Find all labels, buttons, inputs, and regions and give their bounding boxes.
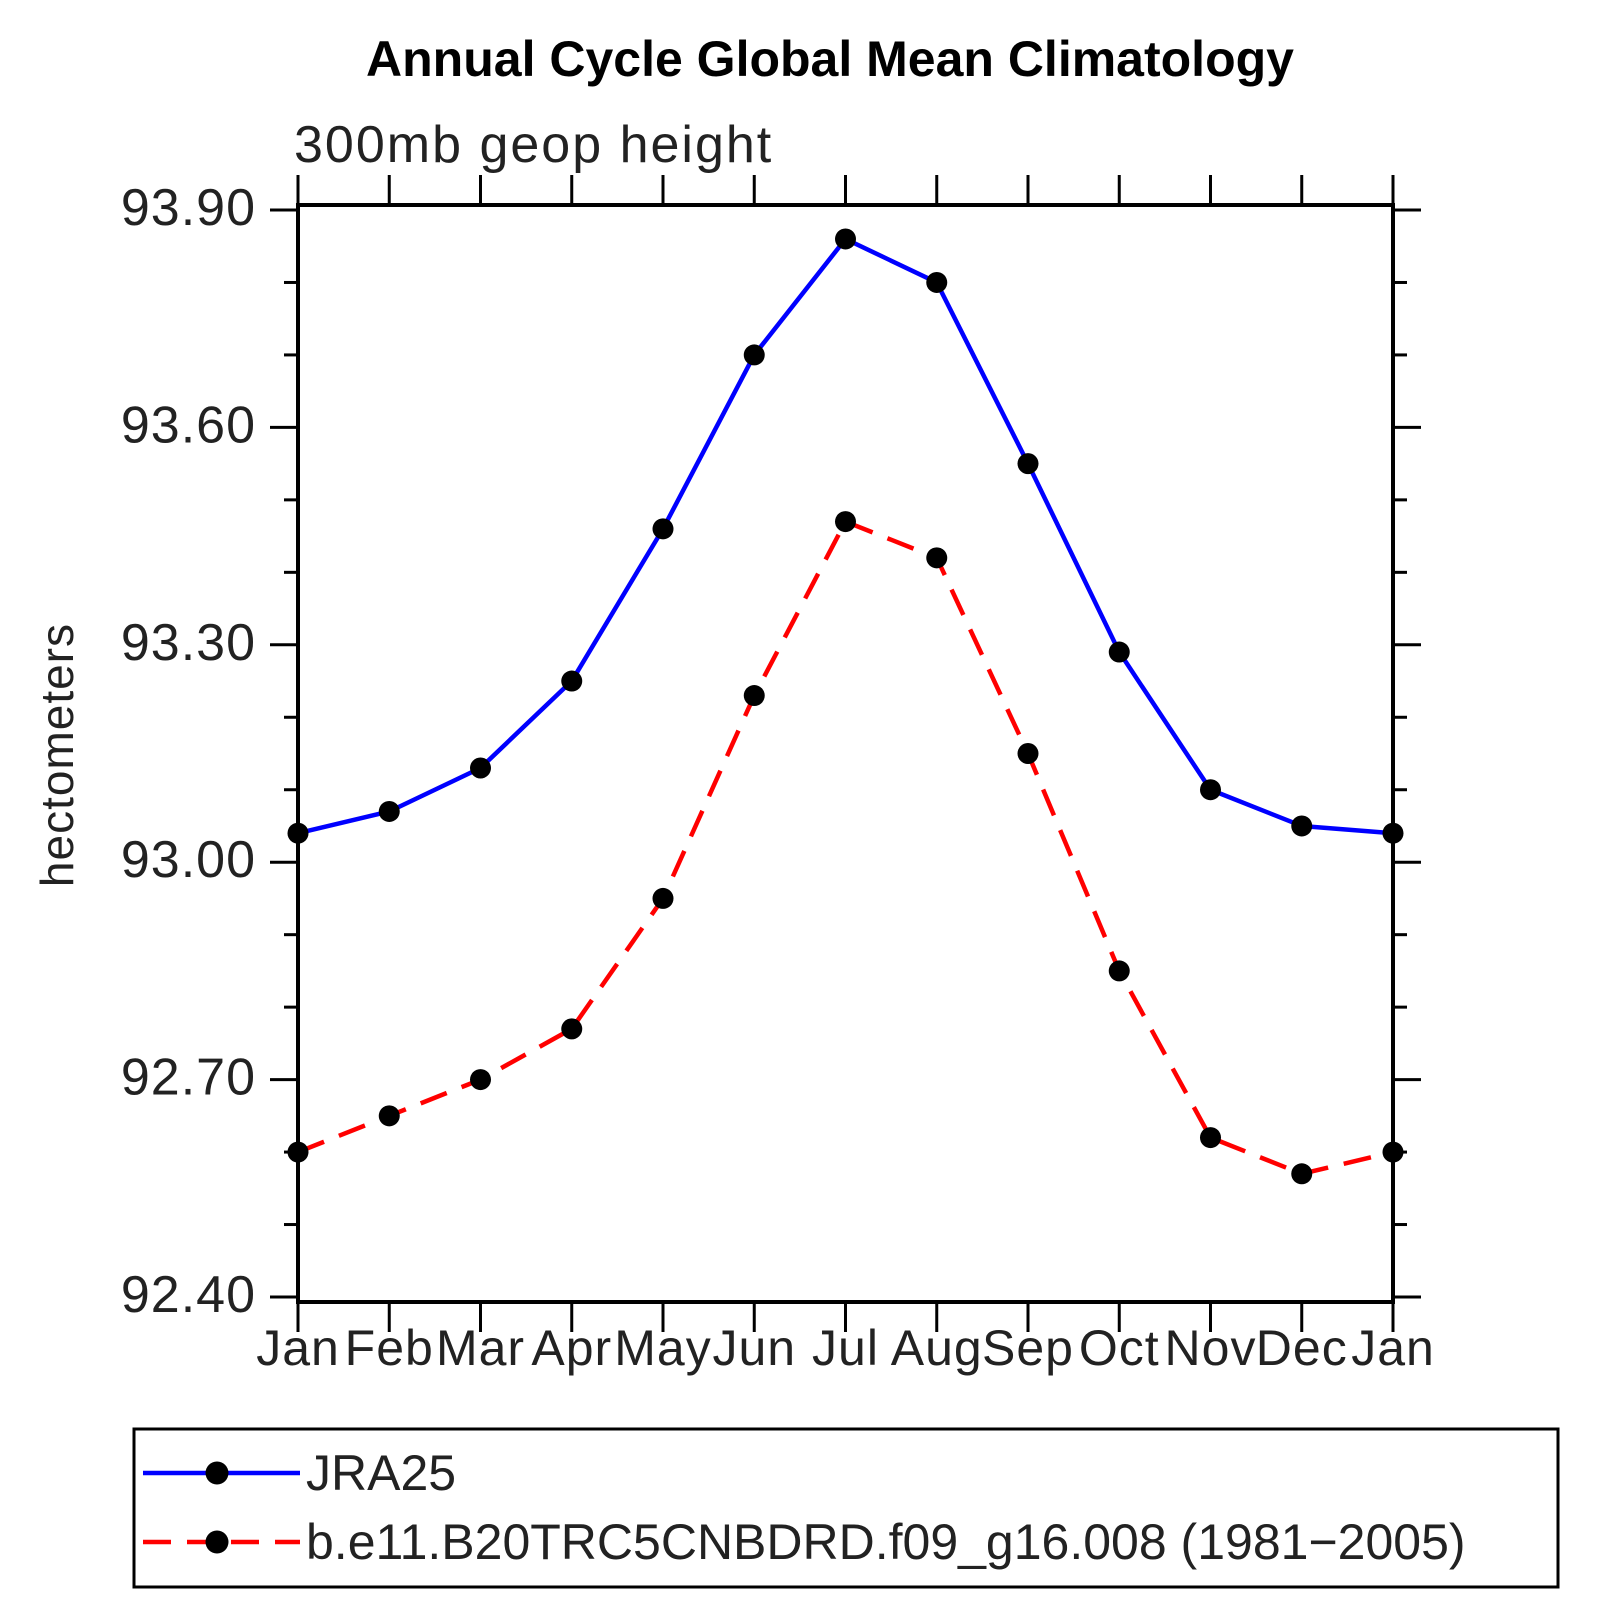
x-tick-label: Jun	[712, 1320, 796, 1376]
data-point-0-2	[470, 757, 491, 779]
data-point-0-11	[1291, 815, 1313, 837]
data-point-1-2	[470, 1069, 491, 1091]
data-point-0-4	[652, 518, 674, 540]
x-tick-label: Jan	[256, 1320, 340, 1376]
x-tick-label: Sep	[982, 1320, 1074, 1376]
series-line-0	[297, 236, 1394, 836]
data-point-1-6	[835, 511, 856, 533]
data-point-0-1	[378, 800, 400, 822]
legend-marker-0	[205, 1461, 229, 1485]
x-tick-label: May	[614, 1320, 711, 1376]
data-point-1-3	[561, 1018, 583, 1040]
legend-box	[132, 1427, 1560, 1589]
x-tick-label: Jan	[1351, 1320, 1435, 1376]
plot-frame	[296, 203, 1395, 1304]
data-point-1-0	[287, 1141, 309, 1163]
y-tick-label: 93.90	[121, 179, 256, 237]
data-point-1-10	[1200, 1127, 1221, 1149]
data-point-0-12	[1382, 822, 1404, 844]
data-point-0-3	[561, 670, 583, 692]
data-point-1-5	[743, 685, 765, 707]
legend: JRA25 b.e11.B20TRC5CNBDRD.f09_g16.008 (1…	[132, 1427, 1560, 1589]
x-tick-label: Oct	[1079, 1320, 1160, 1376]
data-point-0-6	[835, 228, 856, 250]
page-title: Annual Cycle Global Mean Climatology	[366, 31, 1294, 87]
y-tick-label: 93.60	[121, 396, 256, 454]
x-tick-label: Feb	[345, 1320, 434, 1376]
data-point-0-7	[926, 271, 948, 293]
data-point-0-9	[1108, 641, 1130, 663]
data-point-1-7	[926, 547, 948, 569]
data-point-1-8	[1017, 743, 1039, 764]
data-point-0-0	[287, 822, 309, 844]
data-point-0-10	[1200, 779, 1221, 801]
data-point-1-12	[1382, 1141, 1404, 1163]
x-tick-label: Nov	[1165, 1320, 1257, 1376]
data-point-0-5	[743, 344, 765, 366]
x-tick-label: Aug	[891, 1320, 983, 1376]
x-tick-label: Dec	[1256, 1320, 1348, 1376]
y-axis-title: hectometers	[31, 623, 83, 887]
x-tick-label: Apr	[531, 1320, 612, 1376]
y-tick-label: 93.30	[121, 614, 256, 672]
chart-subtitle: 300mb geop height	[294, 116, 773, 174]
x-tick-label: Mar	[436, 1320, 525, 1376]
legend-label-0: JRA25	[306, 1445, 456, 1501]
legend-label-1: b.e11.B20TRC5CNBDRD.f09_g16.008 (1981−20…	[306, 1514, 1466, 1570]
y-tick-label: 92.40	[121, 1266, 256, 1324]
x-tick-label: Jul	[812, 1320, 879, 1376]
y-tick-label: 93.00	[121, 831, 256, 889]
y-tick-label: 92.70	[121, 1049, 256, 1107]
data-point-1-11	[1291, 1163, 1313, 1185]
series-line-1	[297, 519, 1394, 1177]
data-point-1-9	[1108, 960, 1130, 982]
data-point-1-1	[378, 1105, 400, 1127]
data-point-0-8	[1017, 453, 1039, 475]
data-point-1-4	[652, 887, 674, 909]
legend-marker-1	[205, 1530, 229, 1554]
